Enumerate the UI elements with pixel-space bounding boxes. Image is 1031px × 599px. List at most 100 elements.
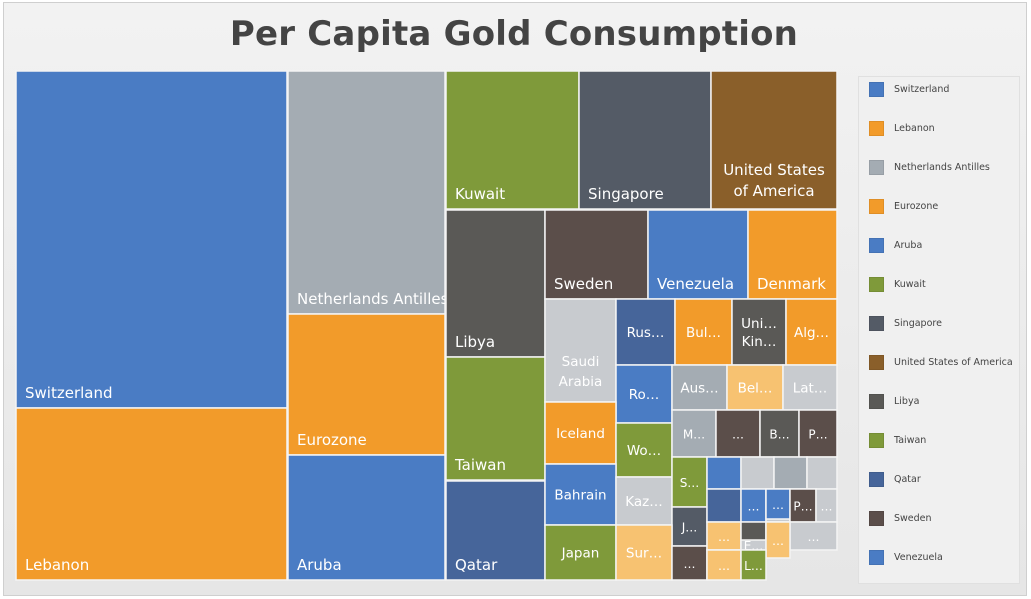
small-tile-tile-0 [706,456,742,490]
tile-label: Switzerland [25,384,113,402]
legend-item-singapore: Singapore [869,315,942,331]
tile-switzerland-0: Switzerland [15,70,288,409]
tile-label: … [718,530,730,544]
tile-label: Iceland [556,426,605,442]
tile-label: Netherlands Antilles [297,290,449,308]
tile-label: Singapore [588,185,664,203]
tile-label: of America [733,182,814,200]
tile-rect [731,298,787,366]
legend-item-aruba: Aruba [869,237,922,253]
tile-rect [671,506,708,547]
tile-label: Kuwait [455,185,505,203]
tile-rect [747,209,838,300]
tile-lebanon-1: Lebanon [15,407,288,581]
chart-title: Per Capita Gold Consumption [229,14,799,54]
legend-swatch [869,315,884,331]
small-tile-p-9: P… [789,488,817,523]
tile-venezuela-12: Venezuela [647,209,749,300]
tile-rect [710,70,838,210]
tile-rect [287,70,446,315]
tile-rect [445,356,546,481]
tile-rect [789,521,838,551]
tile-rect [715,409,761,458]
small-tile-tile-1 [740,456,775,490]
legend-swatch [869,237,884,253]
legend-item-switzerland: Switzerland [869,81,949,97]
legend-swatch [869,471,884,487]
tile-label: Bahrain [554,488,606,504]
tile-label: Kaz… [625,494,662,510]
tile-rect [765,488,791,520]
tile-sur-34: Sur… [615,524,673,581]
legend-label: Kuwait [894,278,926,290]
tile-rect [15,407,288,581]
tile-label: Lebanon [25,556,89,574]
tile-s-31: S… [671,456,708,508]
small-tile-tile-3 [806,456,838,490]
tile-aruba-4: Aruba [287,454,446,581]
small-tile-tile-17: … [765,521,791,559]
tile-tile-35: … [671,545,708,581]
tile-rect [615,298,676,366]
tile-rect [706,549,742,581]
legend-item-libya: Libya [869,393,919,409]
tile-eurozone-3: Eurozone [287,313,446,456]
tile-rect [287,313,446,456]
tile-rect [544,524,617,581]
legend-label: Switzerland [894,83,950,95]
tile-label: Bel… [738,381,773,397]
tile-bahrain-29: Bahrain [544,463,617,526]
tile-netherlands-antilles-2: Netherlands Antilles [287,70,449,315]
tile-label: Ro… [629,387,660,403]
tile-label: Sur… [626,546,662,562]
small-tile-tile-10: … [815,488,838,523]
tile-united-states-of-america-7: United States of America [710,70,838,210]
tile-rect [671,409,717,458]
tile-label: Aruba [297,556,342,574]
legend-label: Taiwan [894,434,927,446]
tile-taiwan-9: Taiwan [445,356,546,481]
tile-j-32: J… [671,506,708,547]
legend-label: Qatar [894,473,921,485]
legend-item-united-states-of-america: United States of America [869,354,1013,370]
tile-label: … [684,557,696,571]
tile-label: Alg… [794,325,829,341]
legend-label: Venezuela [894,551,943,563]
legend-item-qatar: Qatar [869,471,921,487]
tile-rect [765,521,791,559]
tile-label: Japan [561,546,600,562]
tile-kuwait-5: Kuwait [445,70,580,210]
tile-label: … [732,428,744,442]
small-tile-tile-14: … [789,521,838,551]
small-tile-tile-18: … [706,549,742,581]
tile-rect [785,298,838,366]
legend-swatch [869,159,884,175]
tile-label: Sweden [554,275,613,293]
tile-rect [647,209,749,300]
tile-m-25: M… [671,409,717,458]
small-tile-tile-5: … [740,488,767,523]
small-tile-tile-8: … [765,488,791,520]
legend-item-taiwan: Taiwan [869,432,926,448]
tile-rect [544,298,617,403]
legend-item-kuwait: Kuwait [869,276,926,292]
tile-rect [445,70,580,210]
tile-label: Taiwan [454,456,506,474]
small-tile-tile-2 [773,456,808,490]
tile-label: L… [744,559,763,573]
tile-rect [806,456,838,490]
tile-label: … [772,534,784,548]
tile-tile-26: … [715,409,761,458]
legend-item-venezuela: Venezuela [869,549,943,565]
tile-label: Denmark [757,275,826,293]
tile-label: Saudi [562,354,600,370]
tile-label: Bul… [686,325,721,341]
legend-swatch [869,198,884,214]
tile-rect [740,456,775,490]
tile-label: Arabia [559,374,603,390]
tile-rect [671,364,728,411]
legend-swatch [869,276,884,292]
legend-swatch [869,81,884,97]
tile-iceland-23: Iceland [544,401,617,465]
